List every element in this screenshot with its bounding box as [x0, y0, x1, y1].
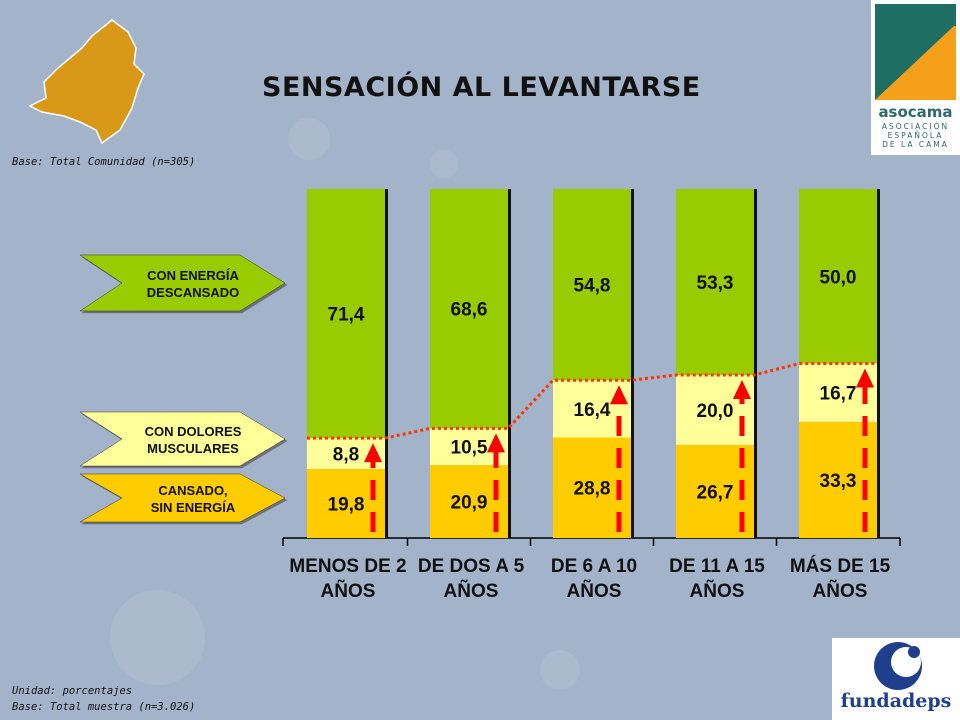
bar-segment	[430, 189, 508, 429]
category-label: DE 6 A 10 AÑOS	[551, 556, 637, 602]
data-label: 10,5	[451, 438, 488, 459]
fundadeps-logo: fundadeps	[832, 638, 960, 720]
data-label: 28,8	[574, 479, 611, 500]
trend-arrow-head	[487, 433, 505, 453]
bar-shadow	[385, 189, 388, 538]
data-label: 16,4	[574, 400, 611, 421]
legend-label: CON ENERGÍA DESCANSADO	[147, 268, 240, 300]
base-note-top: Base: Total Comunidad (n=305)	[12, 156, 196, 168]
legend-label-line: CON ENERGÍA	[147, 268, 239, 283]
category-label: MÁS DE 15 AÑOS	[790, 555, 891, 602]
category-label: DE DOS A 5 AÑOS	[418, 556, 525, 602]
chart-legend: CON ENERGÍA DESCANSADO CON DOLORES MUSCULAR…	[79, 254, 286, 523]
trend-arrow-head	[610, 385, 628, 405]
category-label-line: MÁS DE 15	[790, 555, 891, 577]
trend-arrow-head	[733, 380, 751, 400]
fundadeps-logo-mark	[874, 642, 922, 690]
legend-item	[79, 411, 286, 467]
fundadeps-logo-name: fundadeps	[840, 690, 952, 712]
bar-segment	[553, 189, 631, 381]
data-label: 68,6	[451, 300, 488, 321]
background-bubble	[430, 150, 458, 178]
page-title: SENSACIÓN AL LEVANTARSE	[262, 72, 701, 103]
legend-item	[79, 254, 286, 312]
bar-segment	[799, 189, 877, 364]
data-label: 33,3	[820, 471, 857, 492]
bar-shadow	[631, 189, 634, 538]
legend-label: CON DOLORES MUSCULARES	[145, 424, 242, 456]
base-note-bottom: Base: Total muestra (n=3.026)	[12, 701, 196, 713]
unit-note: Unidad: porcentajes	[12, 685, 133, 697]
bar-shadow	[754, 189, 757, 538]
background-bubble	[110, 590, 205, 685]
legend-label-line: CANSADO,	[158, 483, 227, 498]
bar-shadow	[877, 189, 880, 538]
legend-label-line: SIN ENERGÍA	[151, 500, 236, 515]
trend-arrow-head	[364, 443, 382, 463]
data-label: 20,9	[451, 493, 488, 514]
category-label-line: DE 6 A 10	[551, 556, 637, 577]
data-label: 26,7	[697, 482, 734, 503]
data-label: 8,8	[333, 445, 359, 466]
madrid-region-map	[28, 19, 145, 145]
asocama-logo-name: asocama	[878, 103, 953, 121]
category-label-line: AÑOS	[444, 580, 499, 602]
legend-label-line: DESCANSADO	[147, 285, 239, 300]
bar-segment	[676, 189, 754, 376]
background-bubble	[540, 650, 580, 690]
legend-label-line: MUSCULARES	[147, 441, 239, 456]
trend-line	[307, 362, 877, 440]
bar-segment	[307, 189, 385, 439]
bar-shadow	[508, 189, 511, 538]
data-label: 16,7	[820, 384, 857, 405]
chart-plot-area: 19,8 8,8 71,4 MENOS DE 2 AÑOS 20,9 10,5 68,6 DE …	[282, 189, 901, 602]
category-label-line: DE 11 A 15	[669, 556, 765, 577]
category-label-line: AÑOS	[567, 580, 622, 602]
category-label-line: AÑOS	[813, 580, 868, 602]
category-label: DE 11 A 15 AÑOS	[669, 556, 765, 602]
legend-label-line: CON DOLORES	[145, 424, 242, 439]
legend-item	[79, 473, 286, 523]
data-label: 53,3	[697, 273, 734, 294]
data-label: 20,0	[697, 401, 734, 422]
madrid-region-shape	[28, 19, 145, 145]
legend-label: CANSADO, SIN ENERGÍA	[151, 483, 236, 515]
category-label-line: DE DOS A 5	[418, 556, 525, 577]
data-label: 19,8	[328, 494, 365, 515]
category-label: MENOS DE 2 AÑOS	[289, 556, 406, 602]
data-label: 54,8	[574, 276, 611, 297]
data-label: 50,0	[820, 267, 857, 288]
asocama-logo-subtitle: ASOCIACIÓN ESPAÑOLA DE LA CAMA	[881, 122, 950, 149]
data-label: 71,4	[328, 305, 365, 326]
category-label-line: MENOS DE 2	[289, 556, 406, 577]
background-bubble	[288, 118, 330, 160]
trend-arrow-head	[856, 368, 874, 388]
category-label-line: AÑOS	[690, 580, 745, 602]
asocama-logo-mark	[875, 4, 956, 100]
asocama-logo: asocama ASOCIACIÓN ESPAÑOLA DE LA CAMA	[871, 0, 960, 155]
category-label-line: AÑOS	[321, 580, 376, 602]
